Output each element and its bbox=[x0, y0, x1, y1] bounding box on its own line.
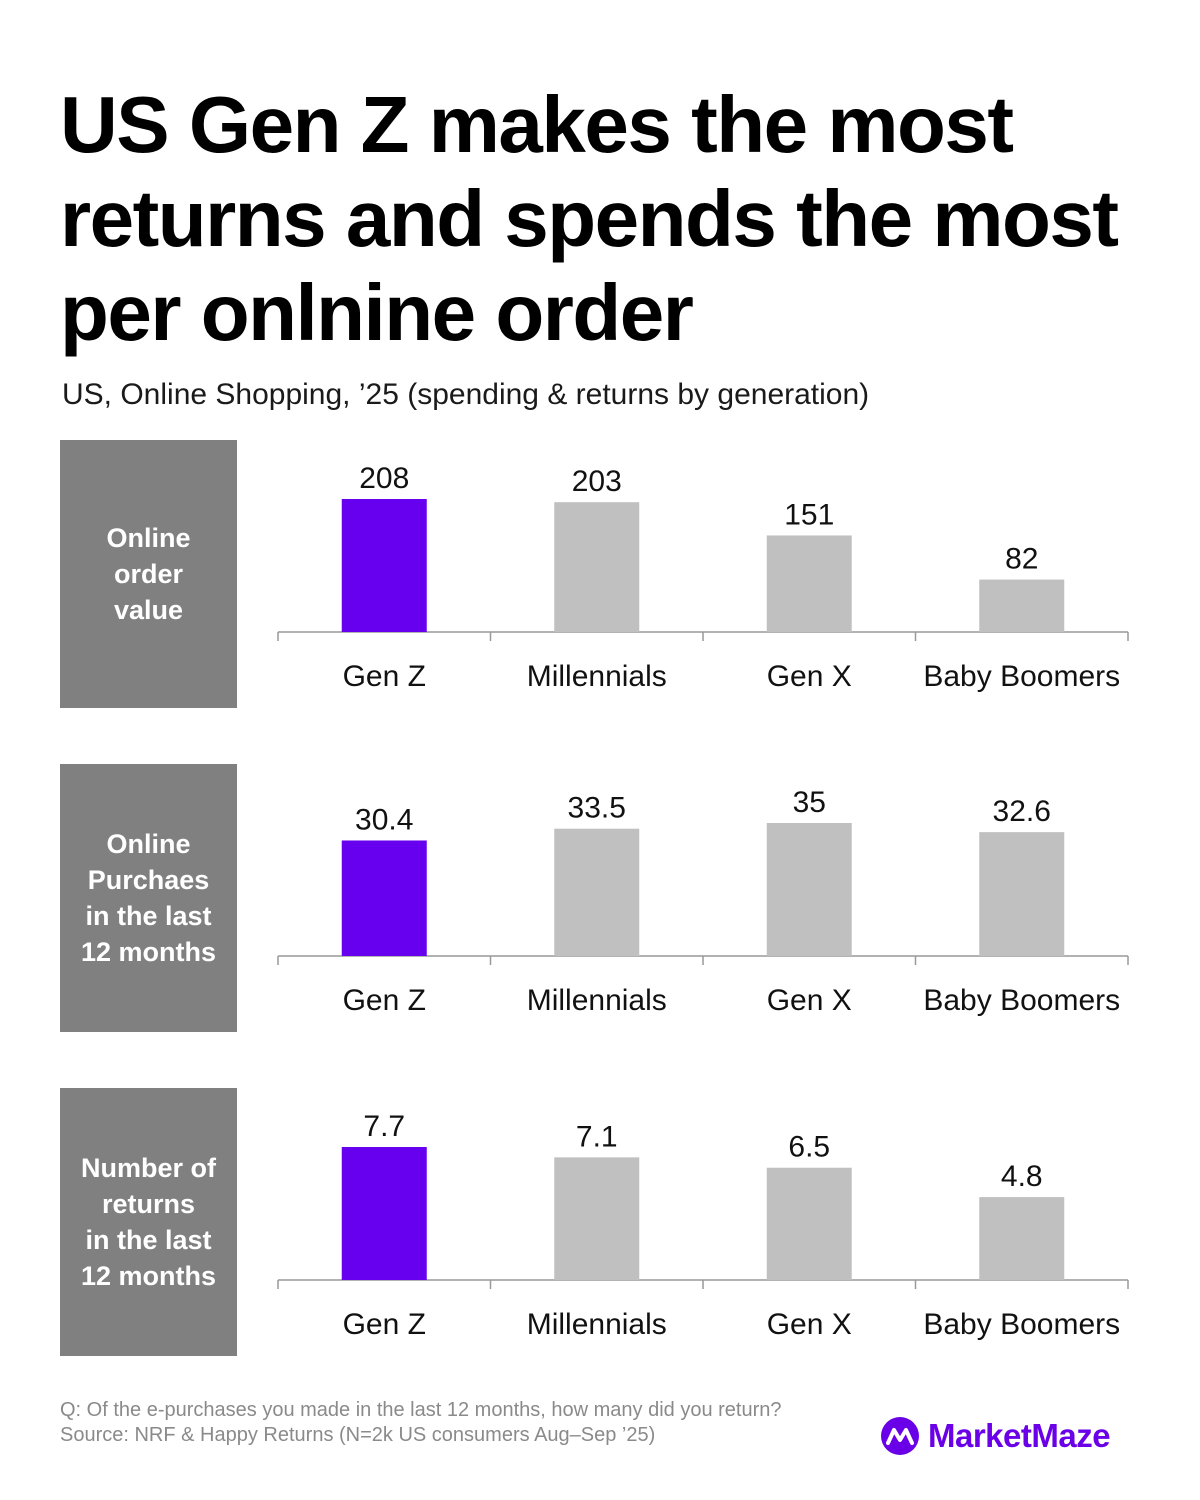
marketmaze-logo-icon bbox=[881, 1417, 919, 1455]
value-label: 7.1 bbox=[576, 1120, 618, 1153]
bar-gen-z bbox=[341, 840, 427, 956]
panel-label: Online order value bbox=[60, 440, 237, 708]
bar-chart-number-of-returns: 7.7 Gen Z 7.1 Millennials 6.5 Gen X 4.8 Baby Bo… bbox=[277, 1110, 1129, 1341]
category-label: Gen Z bbox=[343, 984, 426, 1017]
bar-baby-boomers bbox=[979, 832, 1065, 956]
bar-gen-x bbox=[766, 1167, 852, 1280]
panel-label: Number of returns in the last 12 months bbox=[60, 1088, 237, 1356]
bar-gen-x bbox=[766, 535, 852, 632]
panel-label: Online Purchaes in the last 12 months bbox=[60, 764, 237, 1032]
chart-title: US Gen Z makes the most returns and spen… bbox=[60, 80, 1119, 357]
category-label: Gen X bbox=[767, 984, 852, 1017]
bar-millennials bbox=[554, 828, 640, 956]
bar-chart-online-purchases: 30.4 Gen Z 33.5 Millennials 35 Gen X 32.6 Baby … bbox=[277, 786, 1129, 1017]
value-label: 4.8 bbox=[1001, 1160, 1043, 1193]
panel-online-purchases: Online Purchaes in the last 12 months 30… bbox=[60, 764, 1140, 1032]
brand: MarketMaze bbox=[880, 1412, 1111, 1460]
value-label: 32.6 bbox=[993, 795, 1051, 828]
footnote: Q: Of the e-purchases you made in the la… bbox=[60, 1398, 782, 1448]
category-label: Baby Boomers bbox=[923, 660, 1120, 693]
chart-subtitle: US, Online Shopping, ’25 (spending & ret… bbox=[62, 378, 870, 411]
category-label: Millennials bbox=[527, 660, 667, 693]
value-label: 151 bbox=[784, 498, 834, 531]
value-label: 203 bbox=[572, 465, 622, 498]
bar-gen-z bbox=[341, 1147, 427, 1280]
bar-gen-x bbox=[766, 823, 852, 956]
category-label: Gen X bbox=[767, 1308, 852, 1341]
brand-name: MarketMaze bbox=[928, 1417, 1111, 1454]
category-label: Baby Boomers bbox=[923, 984, 1120, 1017]
category-label: Gen Z bbox=[343, 1308, 426, 1341]
panel-number-of-returns: Number of returns in the last 12 months … bbox=[60, 1088, 1140, 1356]
bar-millennials bbox=[554, 1157, 640, 1280]
footnote-source: Source: NRF & Happy Returns (N=2k US con… bbox=[60, 1424, 656, 1446]
value-label: 33.5 bbox=[568, 792, 626, 825]
bar-gen-z bbox=[341, 499, 427, 632]
value-label: 30.4 bbox=[355, 803, 413, 836]
category-label: Millennials bbox=[527, 1308, 667, 1341]
category-label: Baby Boomers bbox=[923, 1308, 1120, 1341]
category-label: Gen X bbox=[767, 660, 852, 693]
category-label: Millennials bbox=[527, 984, 667, 1017]
value-label: 6.5 bbox=[788, 1131, 830, 1164]
bar-baby-boomers bbox=[979, 579, 1065, 632]
category-label: Gen Z bbox=[343, 660, 426, 693]
footnote-question: Q: Of the e-purchases you made in the la… bbox=[60, 1399, 782, 1421]
panel-online-order-value: Online order value 208 Gen Z 203 Millennial… bbox=[60, 440, 1140, 708]
value-label: 208 bbox=[359, 462, 409, 495]
bar-chart-online-order-value: 208 Gen Z 203 Millennials 151 Gen X 82 Baby Boo… bbox=[277, 462, 1129, 693]
bar-millennials bbox=[554, 502, 640, 632]
value-label: 35 bbox=[793, 786, 826, 819]
bar-baby-boomers bbox=[979, 1197, 1065, 1280]
value-label: 7.7 bbox=[363, 1110, 405, 1143]
value-label: 82 bbox=[1005, 543, 1038, 576]
